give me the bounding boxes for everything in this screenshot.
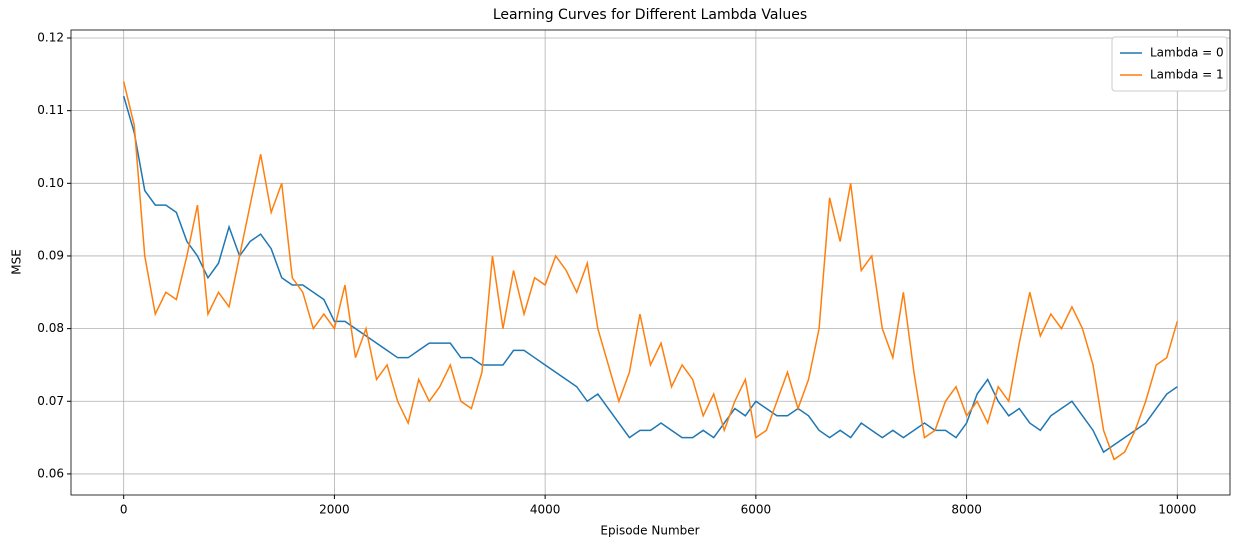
chart-title: Learning Curves for Different Lambda Val… xyxy=(493,7,807,23)
y-tick-label: 0.11 xyxy=(37,103,64,117)
y-tick-label: 0.12 xyxy=(37,30,64,44)
y-axis-label: MSE xyxy=(10,249,24,275)
x-tick-label: 6000 xyxy=(741,503,772,517)
x-tick-label: 2000 xyxy=(319,503,350,517)
legend-box xyxy=(1111,36,1228,92)
x-tick-label: 0 xyxy=(120,503,128,517)
y-tick-label: 0.07 xyxy=(37,394,64,408)
y-tick-label: 0.09 xyxy=(37,248,64,262)
series-line xyxy=(122,95,1178,454)
plot-frame xyxy=(70,29,1231,496)
x-tick-label: 8000 xyxy=(951,503,982,517)
y-tick-label: 0.08 xyxy=(37,321,64,335)
y-tick-label: 0.10 xyxy=(37,176,64,190)
legend-label: Lambda = 1 xyxy=(1150,68,1224,82)
x-axis-label: Episode Number xyxy=(600,524,699,538)
x-tick-label: 10000 xyxy=(1158,503,1196,517)
legend-label: Lambda = 0 xyxy=(1150,46,1224,60)
x-tick-label: 4000 xyxy=(530,503,561,517)
y-tick-label: 0.06 xyxy=(37,466,64,480)
series-line xyxy=(122,81,1179,461)
